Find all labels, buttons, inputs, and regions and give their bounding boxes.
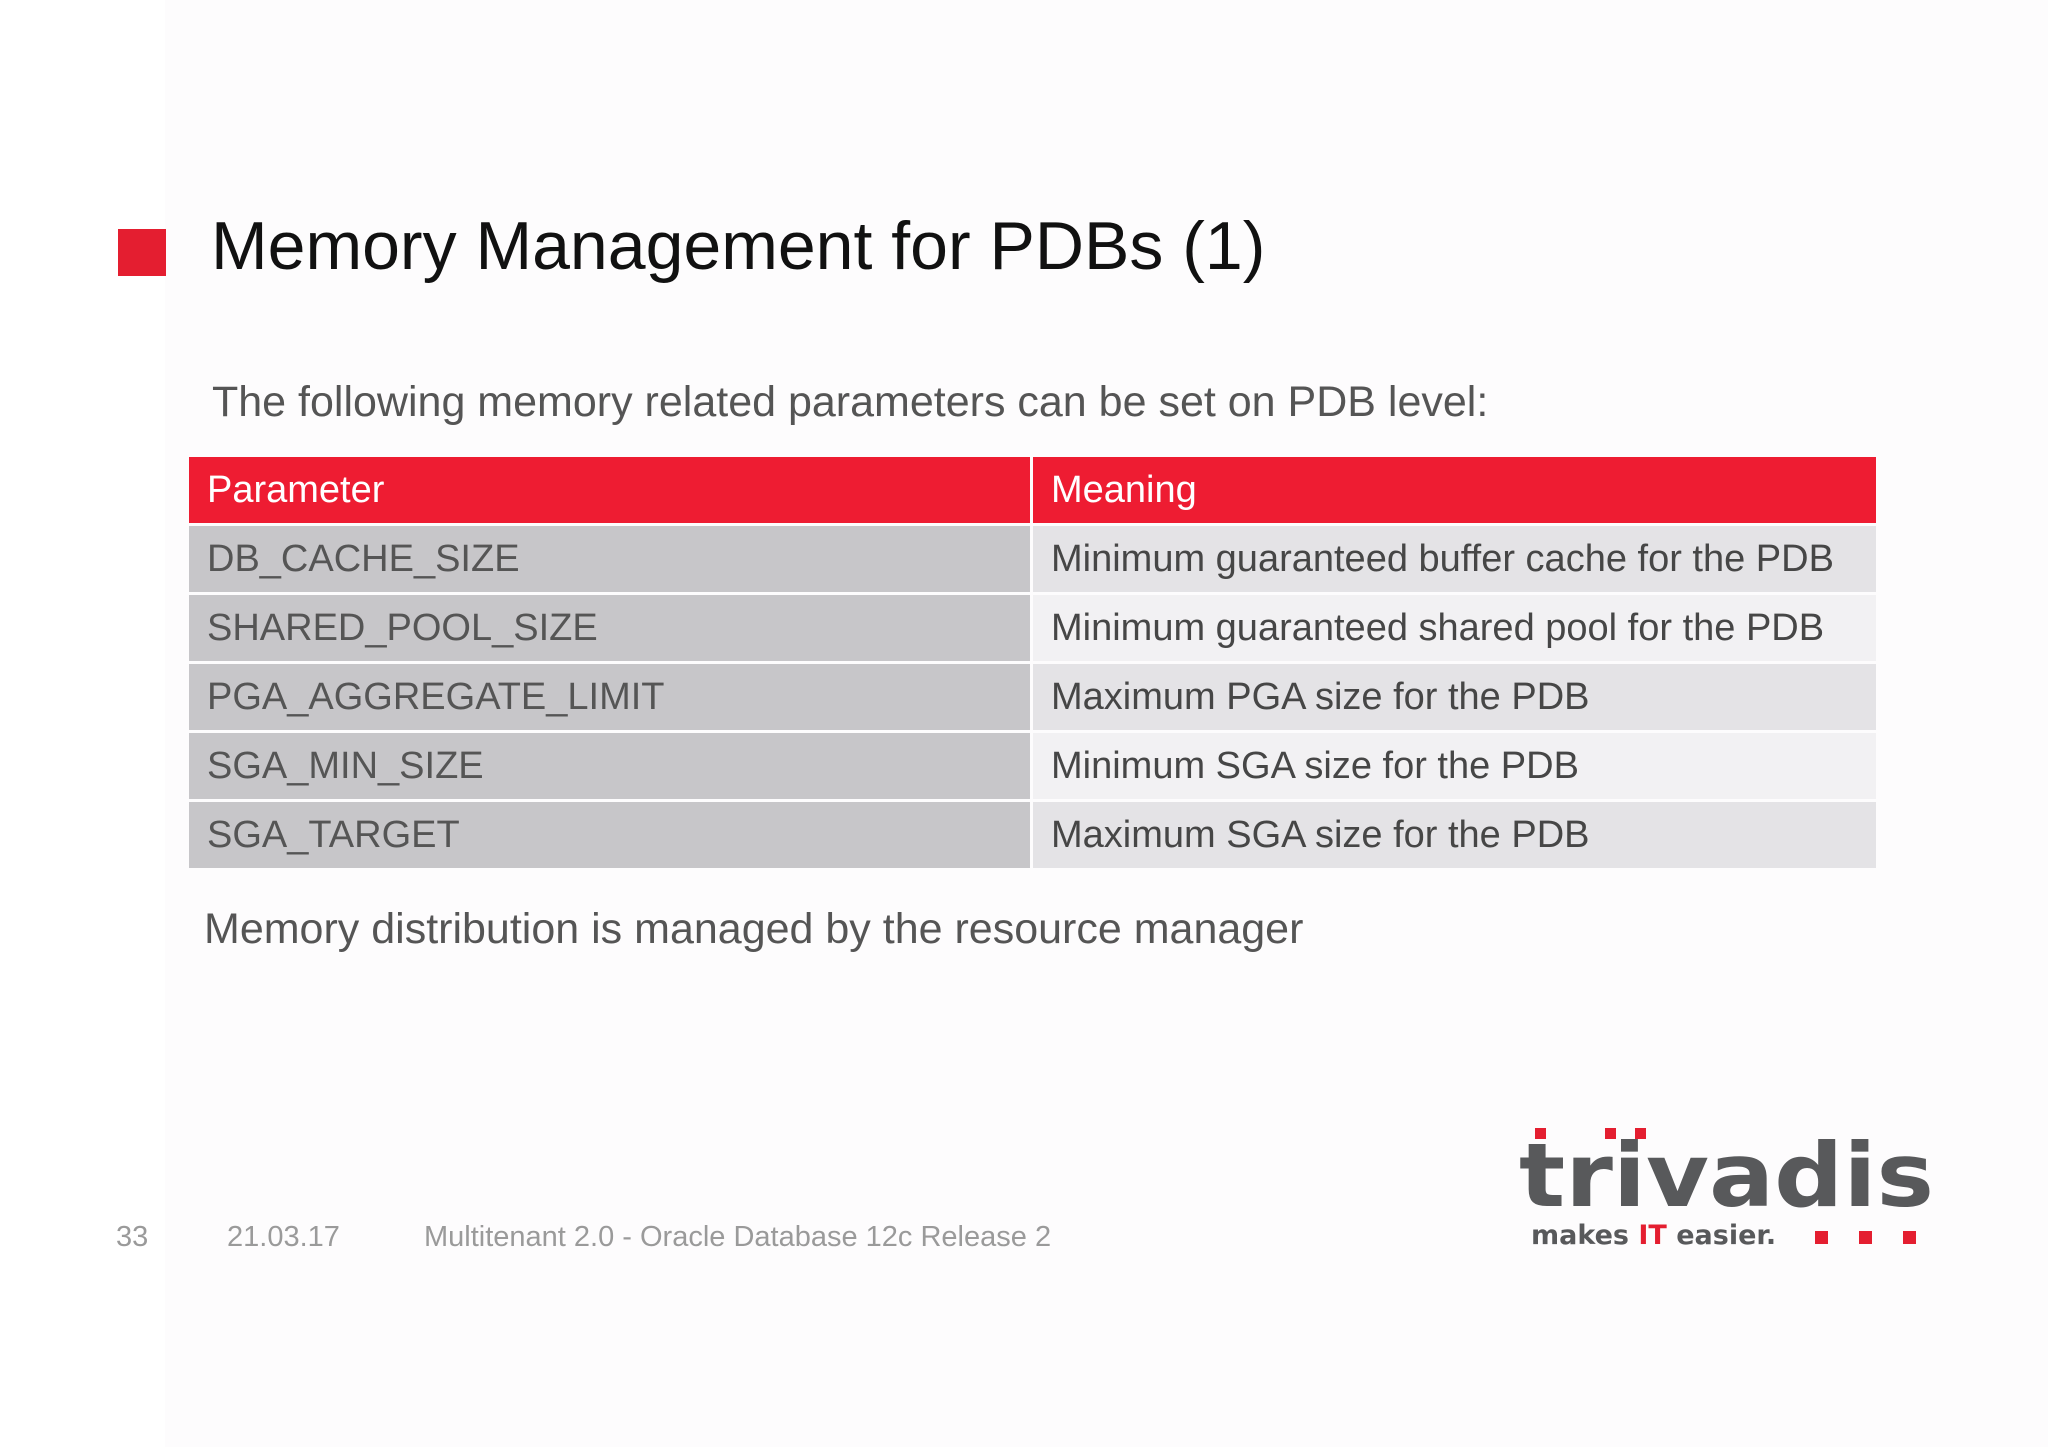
header-parameter: Parameter xyxy=(189,457,1030,523)
parameter-cell: PGA_AGGREGATE_LIMIT xyxy=(189,664,1030,730)
presentation-title: Multitenant 2.0 - Oracle Database 12c Re… xyxy=(424,1221,1052,1253)
logo-tagline: makes IT easier. xyxy=(1531,1220,1776,1251)
intro-text: The following memory related parameters … xyxy=(212,378,1489,426)
parameter-cell: SHARED_POOL_SIZE xyxy=(189,595,1030,661)
logo-red-dot xyxy=(1635,1128,1646,1139)
slide-title: Memory Management for PDBs (1) xyxy=(211,208,1266,284)
meaning-cell: Minimum SGA size for the PDB xyxy=(1033,733,1876,799)
logo-red-square xyxy=(1815,1231,1828,1244)
logo-red-square xyxy=(1903,1231,1916,1244)
parameter-cell: DB_CACHE_SIZE xyxy=(189,526,1030,592)
meaning-cell: Minimum guaranteed shared pool for the P… xyxy=(1033,595,1876,661)
header-meaning: Meaning xyxy=(1033,457,1876,523)
slide-number: 33 xyxy=(116,1221,149,1253)
trivadis-logo: trivadis makes IT easier. xyxy=(1519,1124,1939,1252)
table-row: PGA_AGGREGATE_LIMIT Maximum PGA size for… xyxy=(189,664,1876,730)
table-row: SGA_MIN_SIZE Minimum SGA size for the PD… xyxy=(189,733,1876,799)
table-row: SHARED_POOL_SIZE Minimum guaranteed shar… xyxy=(189,595,1876,661)
logo-red-square xyxy=(1859,1231,1872,1244)
table-header-row: Parameter Meaning xyxy=(189,457,1876,523)
table-row: DB_CACHE_SIZE Minimum guaranteed buffer … xyxy=(189,526,1876,592)
meaning-cell: Minimum guaranteed buffer cache for the … xyxy=(1033,526,1876,592)
trivadis-logo-graphic: trivadis makes IT easier. xyxy=(1519,1124,1934,1251)
slide-date: 21.03.17 xyxy=(227,1221,340,1253)
logo-red-dot xyxy=(1605,1128,1616,1139)
parameter-table: Parameter Meaning DB_CACHE_SIZE Minimum … xyxy=(189,457,1876,868)
logo-red-dot xyxy=(1535,1128,1546,1139)
resource-manager-note: Memory distribution is managed by the re… xyxy=(204,905,1304,953)
meaning-cell: Maximum PGA size for the PDB xyxy=(1033,664,1876,730)
meaning-cell: Maximum SGA size for the PDB xyxy=(1033,802,1876,868)
parameter-cell: SGA_MIN_SIZE xyxy=(189,733,1030,799)
title-bullet-square xyxy=(118,229,166,276)
table-row: SGA_TARGET Maximum SGA size for the PDB xyxy=(189,802,1876,868)
parameter-cell: SGA_TARGET xyxy=(189,802,1030,868)
logo-wordmark: trivadis xyxy=(1519,1124,1934,1227)
